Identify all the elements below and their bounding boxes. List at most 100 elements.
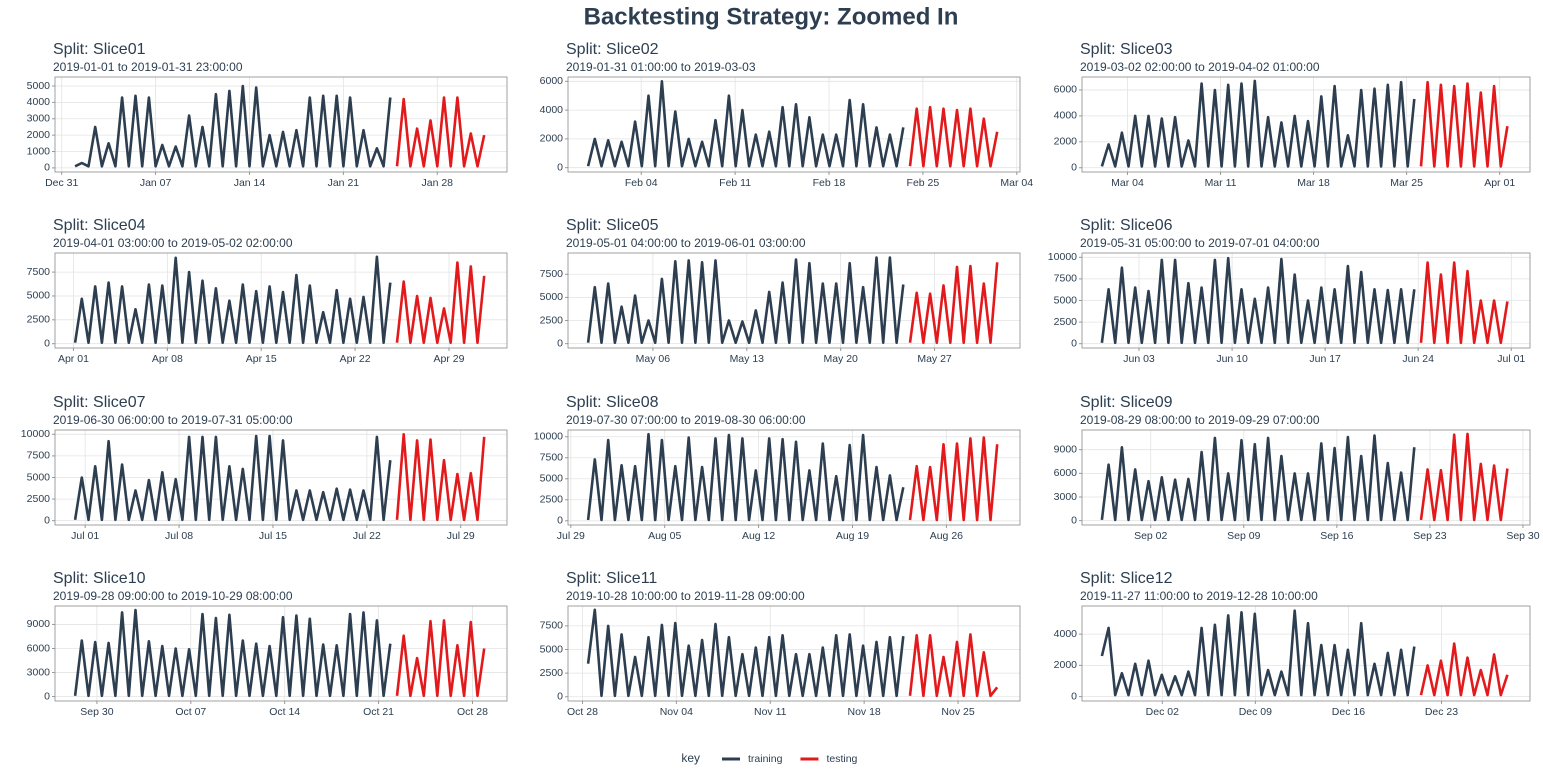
y-tick-label: 6000 <box>540 75 564 87</box>
x-tick-label: Sep 09 <box>1227 530 1260 542</box>
y-tick-label: 0 <box>1071 337 1077 349</box>
series-line <box>1100 434 1416 522</box>
panel-border <box>1081 429 1531 526</box>
x-tick-label: Oct 07 <box>175 706 206 718</box>
y-tick-label: 2500 <box>540 494 564 506</box>
panel-title: Split: Slice09 <box>1080 394 1173 411</box>
series-line <box>1100 256 1416 345</box>
x-tick-label: Dec 23 <box>1425 706 1458 718</box>
series-line <box>73 608 392 698</box>
panel-title: Split: Slice12 <box>1080 570 1173 587</box>
y-tick-label: 3000 <box>27 666 51 678</box>
legend-title: key <box>681 751 700 765</box>
x-tick-label: Apr 15 <box>246 353 277 365</box>
series-line <box>908 262 999 344</box>
x-tick-label: Jul 08 <box>165 530 193 542</box>
y-tick-label: 0 <box>557 691 563 703</box>
x-tick-label: Oct 14 <box>269 706 300 718</box>
x-tick-label: Jan 14 <box>234 177 266 189</box>
y-tick-label: 7500 <box>27 266 51 278</box>
x-tick-label: Sep 30 <box>80 706 113 718</box>
x-tick-label: Aug 12 <box>742 530 775 542</box>
panel-border <box>54 429 508 526</box>
y-tick-label: 2000 <box>1054 659 1078 671</box>
y-tick-label: 2500 <box>27 493 51 505</box>
x-tick-label: Mar 18 <box>1297 177 1330 189</box>
x-tick-label: Sep 02 <box>1134 530 1167 542</box>
panel-border <box>54 252 508 349</box>
y-tick-label: 6000 <box>1054 84 1078 96</box>
panel-title: Split: Slice06 <box>1080 217 1173 234</box>
series-line <box>395 433 486 522</box>
x-tick-label: Sep 30 <box>1506 530 1539 542</box>
series-line <box>908 436 999 522</box>
series-line <box>73 434 392 522</box>
x-tick-label: Aug 26 <box>930 530 963 542</box>
y-tick-label: 7500 <box>540 620 564 632</box>
y-tick-label: 7500 <box>540 268 564 280</box>
series-line <box>1100 79 1416 168</box>
y-tick-label: 5000 <box>540 473 564 485</box>
y-tick-label: 4000 <box>1054 628 1078 640</box>
y-tick-label: 10000 <box>1048 251 1077 263</box>
y-tick-label: 3000 <box>1054 491 1078 503</box>
panel-border <box>1081 252 1531 349</box>
x-tick-label: Dec 02 <box>1146 706 1179 718</box>
x-tick-label: Oct 21 <box>363 706 394 718</box>
panel-subtitle: 2019-01-01 to 2019-01-31 23:00:00 <box>53 60 243 74</box>
y-tick-label: 4000 <box>540 104 564 116</box>
panel-subtitle: 2019-03-02 02:00:00 to 2019-04-02 01:00:… <box>1080 60 1320 74</box>
panel-title: Split: Slice10 <box>53 570 146 587</box>
panel-title: Split: Slice03 <box>1080 41 1173 58</box>
x-tick-label: Jul 22 <box>353 530 381 542</box>
y-tick-label: 0 <box>44 690 50 702</box>
x-tick-label: Mar 04 <box>1111 177 1144 189</box>
y-tick-label: 0 <box>44 337 50 349</box>
x-tick-label: Jun 17 <box>1309 353 1341 365</box>
panel-border <box>1081 76 1531 173</box>
y-tick-label: 5000 <box>540 291 564 303</box>
panel-border <box>567 605 1021 702</box>
y-tick-label: 2000 <box>1054 136 1078 148</box>
panel-subtitle: 2019-09-28 09:00:00 to 2019-10-29 08:00:… <box>53 589 293 603</box>
x-tick-label: Nov 18 <box>848 706 881 718</box>
y-tick-label: 0 <box>44 162 50 174</box>
panel-border <box>54 605 508 702</box>
series-line <box>74 84 392 168</box>
x-tick-label: Jan 28 <box>421 177 453 189</box>
y-tick-label: 0 <box>1071 162 1077 174</box>
y-tick-label: 5000 <box>1054 294 1078 306</box>
legend-label: testing <box>826 753 857 765</box>
x-tick-label: Apr 29 <box>434 353 465 365</box>
series-line <box>395 619 486 698</box>
y-tick-label: 2500 <box>540 667 564 679</box>
x-tick-label: Apr 01 <box>1484 177 1515 189</box>
y-tick-label: 2500 <box>540 314 564 326</box>
x-tick-label: Feb 11 <box>719 177 751 189</box>
x-tick-label: Jul 01 <box>1497 353 1525 365</box>
y-tick-label: 4000 <box>1054 110 1078 122</box>
x-tick-label: Apr 01 <box>58 353 89 365</box>
y-tick-label: 6000 <box>27 642 51 654</box>
y-tick-label: 2500 <box>1054 316 1078 328</box>
x-tick-label: Jun 10 <box>1216 353 1248 365</box>
x-tick-label: Feb 25 <box>907 177 940 189</box>
x-tick-label: Jan 07 <box>140 177 172 189</box>
y-tick-label: 0 <box>1071 690 1077 702</box>
x-tick-label: Feb 18 <box>813 177 846 189</box>
y-tick-label: 2000 <box>27 129 51 141</box>
panel-subtitle: 2019-10-28 10:00:00 to 2019-11-28 09:00:… <box>566 589 805 603</box>
x-tick-label: May 20 <box>823 353 858 365</box>
x-tick-label: Oct 28 <box>567 706 598 718</box>
y-tick-label: 10000 <box>21 428 50 440</box>
y-tick-label: 5000 <box>27 80 51 92</box>
series-line <box>908 633 999 698</box>
series-line <box>908 105 999 168</box>
panel-title: Split: Slice07 <box>53 394 146 411</box>
y-tick-label: 9000 <box>1054 443 1078 455</box>
panel-subtitle: 2019-05-31 05:00:00 to 2019-07-01 04:00:… <box>1080 236 1320 250</box>
y-tick-label: 3000 <box>27 113 51 125</box>
y-tick-label: 6000 <box>1054 467 1078 479</box>
x-tick-label: Aug 05 <box>648 530 681 542</box>
x-tick-label: Oct 28 <box>457 706 488 718</box>
